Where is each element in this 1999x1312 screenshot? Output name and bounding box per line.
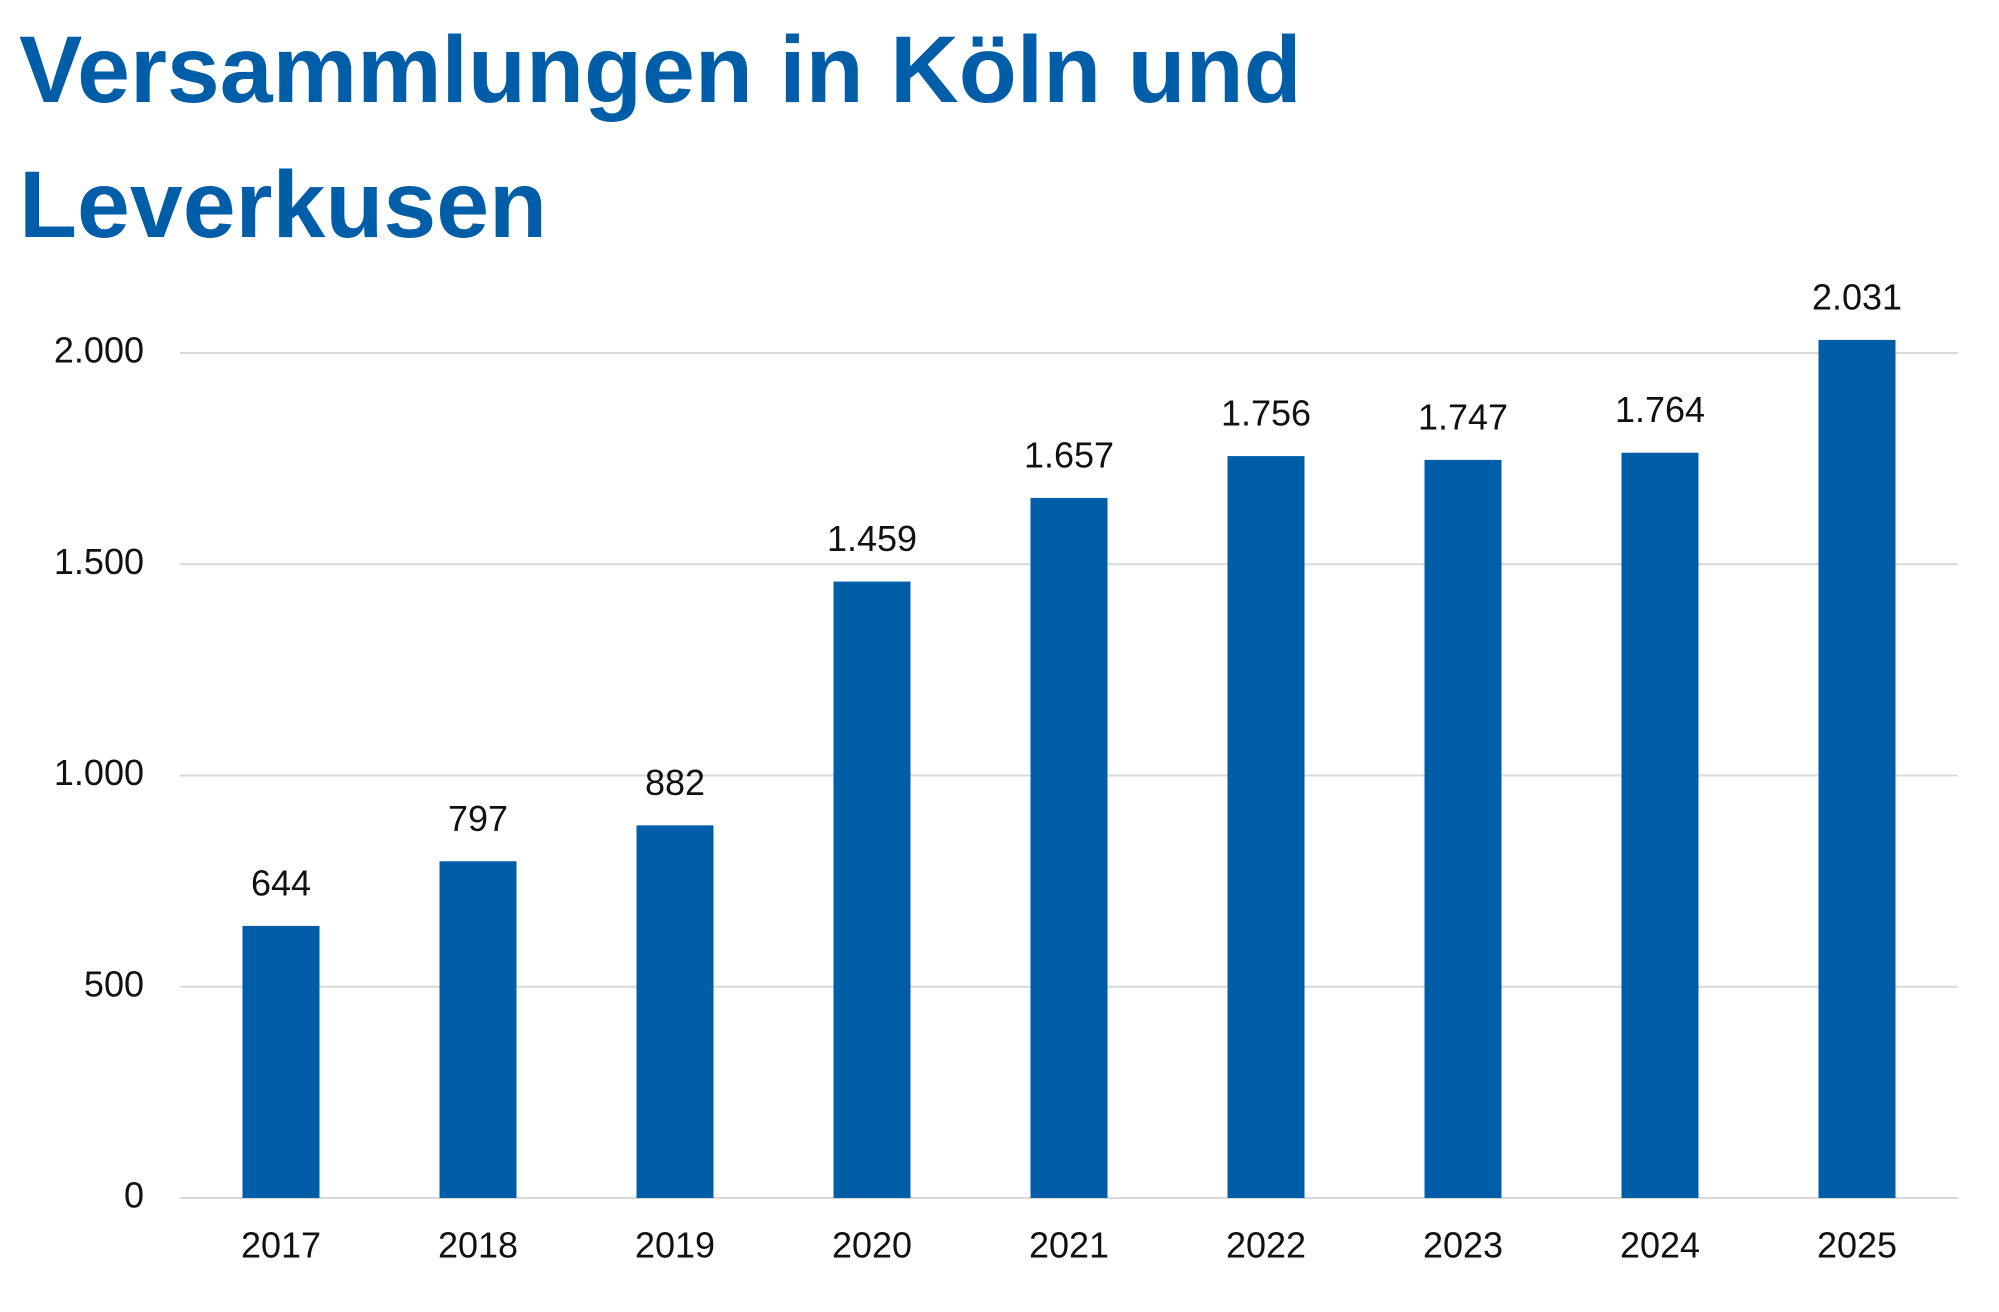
value-label: 2.031 bbox=[1812, 276, 1902, 317]
bar bbox=[1818, 339, 1896, 1199]
y-tick-label: 500 bbox=[84, 963, 144, 1004]
bar bbox=[1621, 452, 1699, 1199]
bar bbox=[1424, 459, 1502, 1199]
value-label: 797 bbox=[448, 798, 508, 839]
bar bbox=[833, 581, 911, 1198]
value-label: 1.747 bbox=[1418, 396, 1508, 437]
x-tick-label: 2021 bbox=[1029, 1225, 1109, 1266]
bar bbox=[1030, 497, 1108, 1199]
x-tick-label: 2023 bbox=[1423, 1225, 1503, 1266]
x-tick-label: 2025 bbox=[1817, 1225, 1897, 1266]
value-label: 1.756 bbox=[1221, 393, 1311, 434]
bar bbox=[242, 925, 320, 1198]
x-tick-label: 2024 bbox=[1620, 1225, 1700, 1266]
x-tick-label: 2022 bbox=[1226, 1225, 1306, 1266]
y-tick-label: 0 bbox=[124, 1175, 144, 1216]
x-tick-label: 2018 bbox=[438, 1225, 518, 1266]
y-tick-label: 1.000 bbox=[54, 752, 144, 793]
x-tick-label: 2019 bbox=[635, 1225, 715, 1266]
y-tick-label: 2.000 bbox=[54, 330, 144, 371]
value-label: 882 bbox=[645, 762, 705, 803]
bar bbox=[636, 825, 714, 1198]
value-label: 644 bbox=[251, 862, 311, 903]
value-label: 1.764 bbox=[1615, 389, 1705, 430]
chart-title: Versammlungen in Köln und Leverkusen bbox=[19, 17, 1302, 258]
x-tick-label: 2017 bbox=[241, 1225, 321, 1266]
x-tick-label: 2020 bbox=[832, 1225, 912, 1266]
value-label: 1.657 bbox=[1024, 434, 1114, 475]
bar bbox=[439, 861, 517, 1198]
value-label: 1.459 bbox=[827, 518, 917, 559]
bar bbox=[1227, 456, 1305, 1199]
y-tick-label: 1.500 bbox=[54, 541, 144, 582]
